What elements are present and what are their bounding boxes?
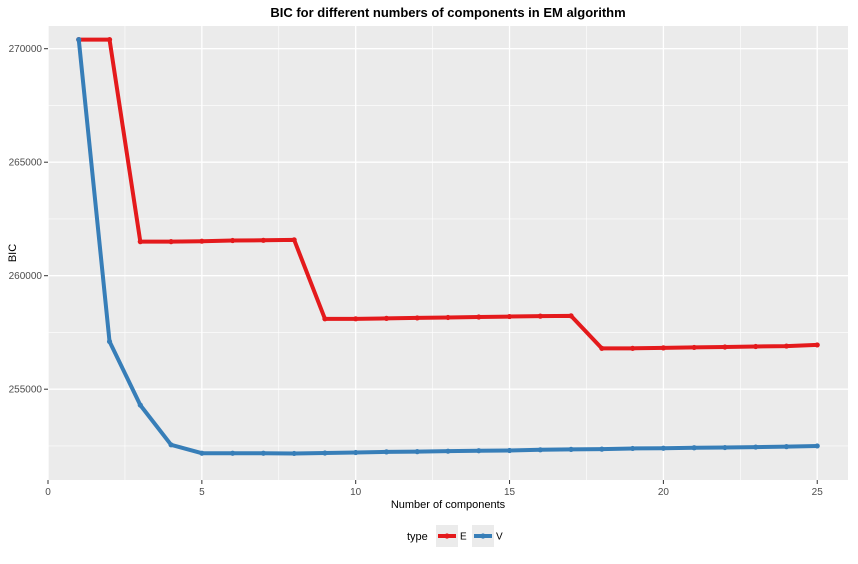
data-point-V xyxy=(537,447,543,453)
x-tick-label: 25 xyxy=(812,487,824,498)
data-point-V xyxy=(660,445,666,451)
data-point-E xyxy=(599,345,605,351)
legend-label-E: E xyxy=(460,532,467,543)
legend-title: type xyxy=(407,531,428,543)
data-point-V xyxy=(691,445,697,451)
data-point-E xyxy=(353,316,359,322)
data-point-E xyxy=(660,345,666,351)
data-point-V xyxy=(76,37,82,43)
data-point-E xyxy=(168,239,174,245)
data-point-V xyxy=(291,450,297,457)
data-point-V xyxy=(260,450,266,456)
legend-key-point xyxy=(444,533,450,539)
y-tick-label: 270000 xyxy=(9,44,43,55)
data-point-E xyxy=(199,238,205,244)
data-point-V xyxy=(722,444,728,451)
data-point-V xyxy=(445,448,451,454)
data-point-E xyxy=(537,313,543,319)
y-tick-label: 255000 xyxy=(9,385,43,396)
y-tick-label: 260000 xyxy=(9,271,43,282)
data-point-E xyxy=(414,315,420,321)
data-point-E xyxy=(230,237,236,244)
series-layer xyxy=(76,37,820,457)
plot-panel xyxy=(48,26,848,480)
data-point-V xyxy=(383,449,390,455)
data-point-V xyxy=(753,444,759,450)
x-tick-label: 0 xyxy=(45,487,51,498)
x-tick-label: 10 xyxy=(350,487,362,498)
y-axis-title: BIC xyxy=(7,244,19,262)
data-point-V xyxy=(106,338,113,345)
data-point-V xyxy=(137,402,143,408)
y-tick-label: 265000 xyxy=(9,158,43,169)
tick-labels-layer: 0 5 10 15 20 25 255000 260000 265000 270000 xyxy=(9,44,824,498)
grid-major xyxy=(47,26,848,480)
data-point-E xyxy=(322,316,328,322)
data-point-V xyxy=(353,449,359,456)
data-point-V xyxy=(814,443,820,449)
x-tick-label: 15 xyxy=(504,487,516,498)
data-point-E xyxy=(445,314,451,321)
data-point-E xyxy=(106,37,113,43)
data-point-E xyxy=(383,315,390,321)
data-point-E xyxy=(814,342,820,348)
data-point-V xyxy=(476,448,482,454)
legend-label-V: V xyxy=(496,532,503,543)
chart-title: BIC for different numbers of components … xyxy=(270,5,625,20)
x-tick-label: 5 xyxy=(199,487,205,498)
data-point-E xyxy=(291,237,297,243)
data-point-E xyxy=(506,313,513,320)
data-point-E xyxy=(783,343,790,349)
data-point-E xyxy=(722,344,728,350)
data-point-E xyxy=(476,314,482,320)
ticks-layer xyxy=(44,48,818,484)
data-point-V xyxy=(599,446,605,452)
data-point-V xyxy=(199,450,205,456)
data-point-V xyxy=(568,446,574,452)
data-point-V xyxy=(414,449,420,455)
data-point-E xyxy=(568,313,574,319)
data-point-V xyxy=(630,445,636,452)
data-point-V xyxy=(168,442,174,448)
data-point-V xyxy=(322,450,328,456)
data-point-E xyxy=(691,344,697,351)
data-point-V xyxy=(230,450,236,456)
data-point-E xyxy=(260,237,266,243)
data-point-V xyxy=(506,447,513,454)
data-point-V xyxy=(783,444,790,450)
x-axis-title: Number of components xyxy=(391,499,506,511)
data-point-E xyxy=(630,345,636,351)
x-tick-label: 20 xyxy=(658,487,670,498)
legend-key-point xyxy=(480,533,486,539)
data-point-E xyxy=(137,239,143,245)
data-point-E xyxy=(753,343,759,350)
